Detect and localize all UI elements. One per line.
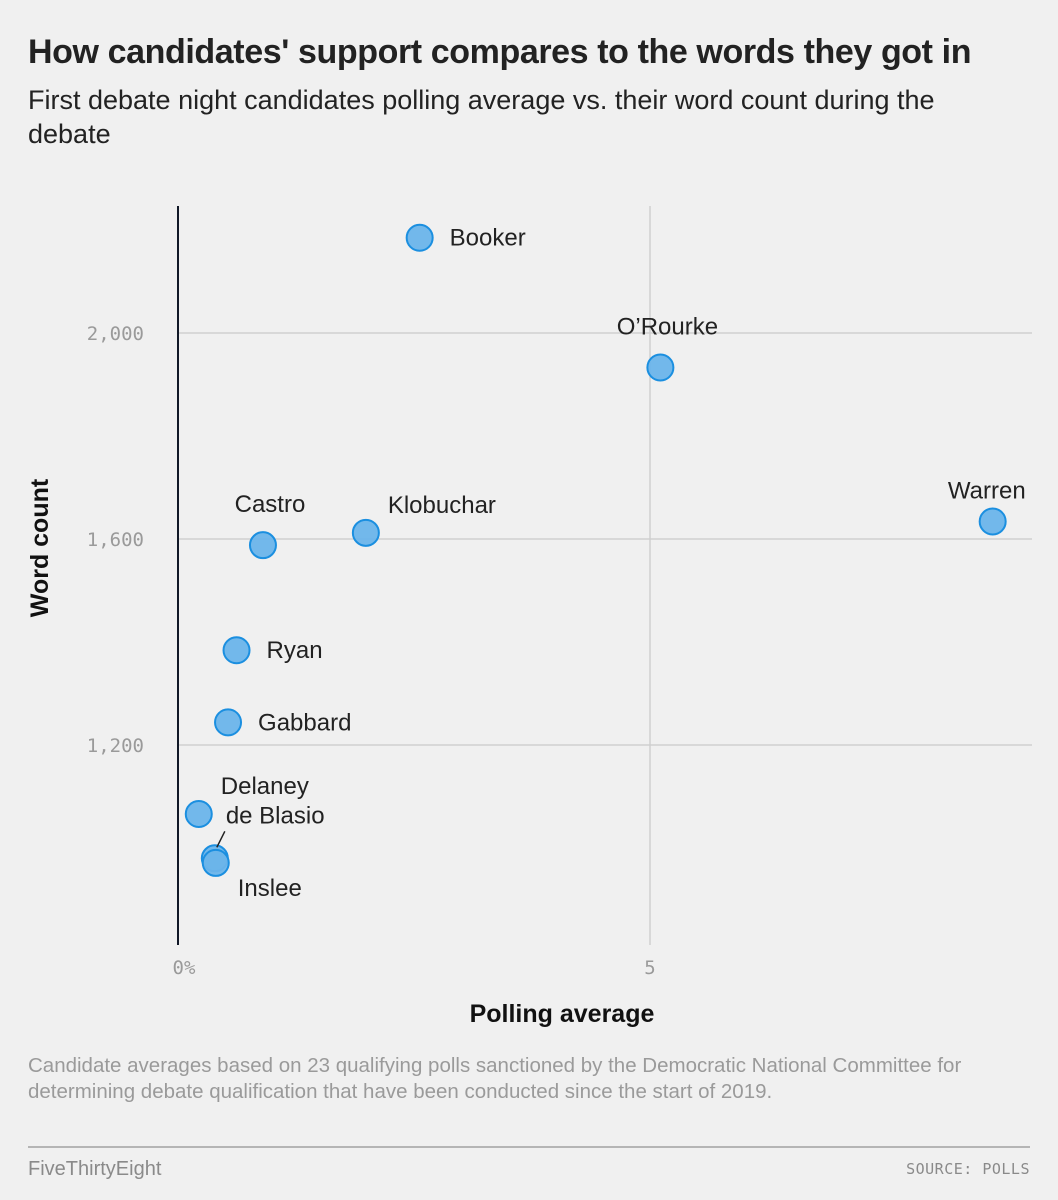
data-point	[214, 708, 243, 737]
data-point	[222, 636, 251, 665]
y-tick-label: 1,600	[87, 529, 144, 551]
x-tick-label: 0%	[173, 957, 196, 979]
data-point-label: Ryan	[267, 637, 323, 664]
label-leader-line	[216, 830, 226, 848]
y-axis-title: Word count	[26, 478, 54, 617]
y-tick-label: 2,000	[87, 323, 144, 345]
data-point	[201, 848, 230, 877]
data-point-label: Klobuchar	[388, 492, 496, 519]
data-point	[184, 800, 213, 829]
source-credit: SOURCE: POLLS	[906, 1160, 1030, 1178]
data-point-label: Delaney	[221, 773, 309, 800]
data-point-label: Warren	[948, 477, 1026, 504]
scatter-chart: 1,200 1,600 2,000 0% 5 Polling average Word co…	[26, 206, 1032, 1028]
data-point-label: Castro	[235, 491, 306, 518]
x-tick-label: 5	[644, 957, 655, 979]
data-point-label: Gabbard	[258, 709, 351, 736]
chart-subtitle: First debate night candidates polling av…	[28, 85, 935, 149]
chart-title: How candidates' support compares to the …	[28, 33, 972, 71]
data-point	[248, 531, 277, 560]
data-point-label: Booker	[450, 225, 526, 252]
footer-divider	[28, 1146, 1030, 1148]
y-tick-label: 1,200	[87, 735, 144, 757]
data-point	[351, 518, 380, 547]
chart-footnote: Candidate averages based on 23 qualifyin…	[28, 1054, 962, 1103]
data-point-label: de Blasio	[226, 802, 325, 829]
data-point	[978, 507, 1007, 536]
data-point	[646, 353, 675, 382]
data-point	[405, 223, 434, 252]
data-point-label: O’Rourke	[617, 314, 718, 341]
x-axis-title: Polling average	[470, 1000, 655, 1028]
data-point-label: Inslee	[238, 875, 302, 902]
brand-credit: FiveThirtyEight	[28, 1158, 162, 1180]
